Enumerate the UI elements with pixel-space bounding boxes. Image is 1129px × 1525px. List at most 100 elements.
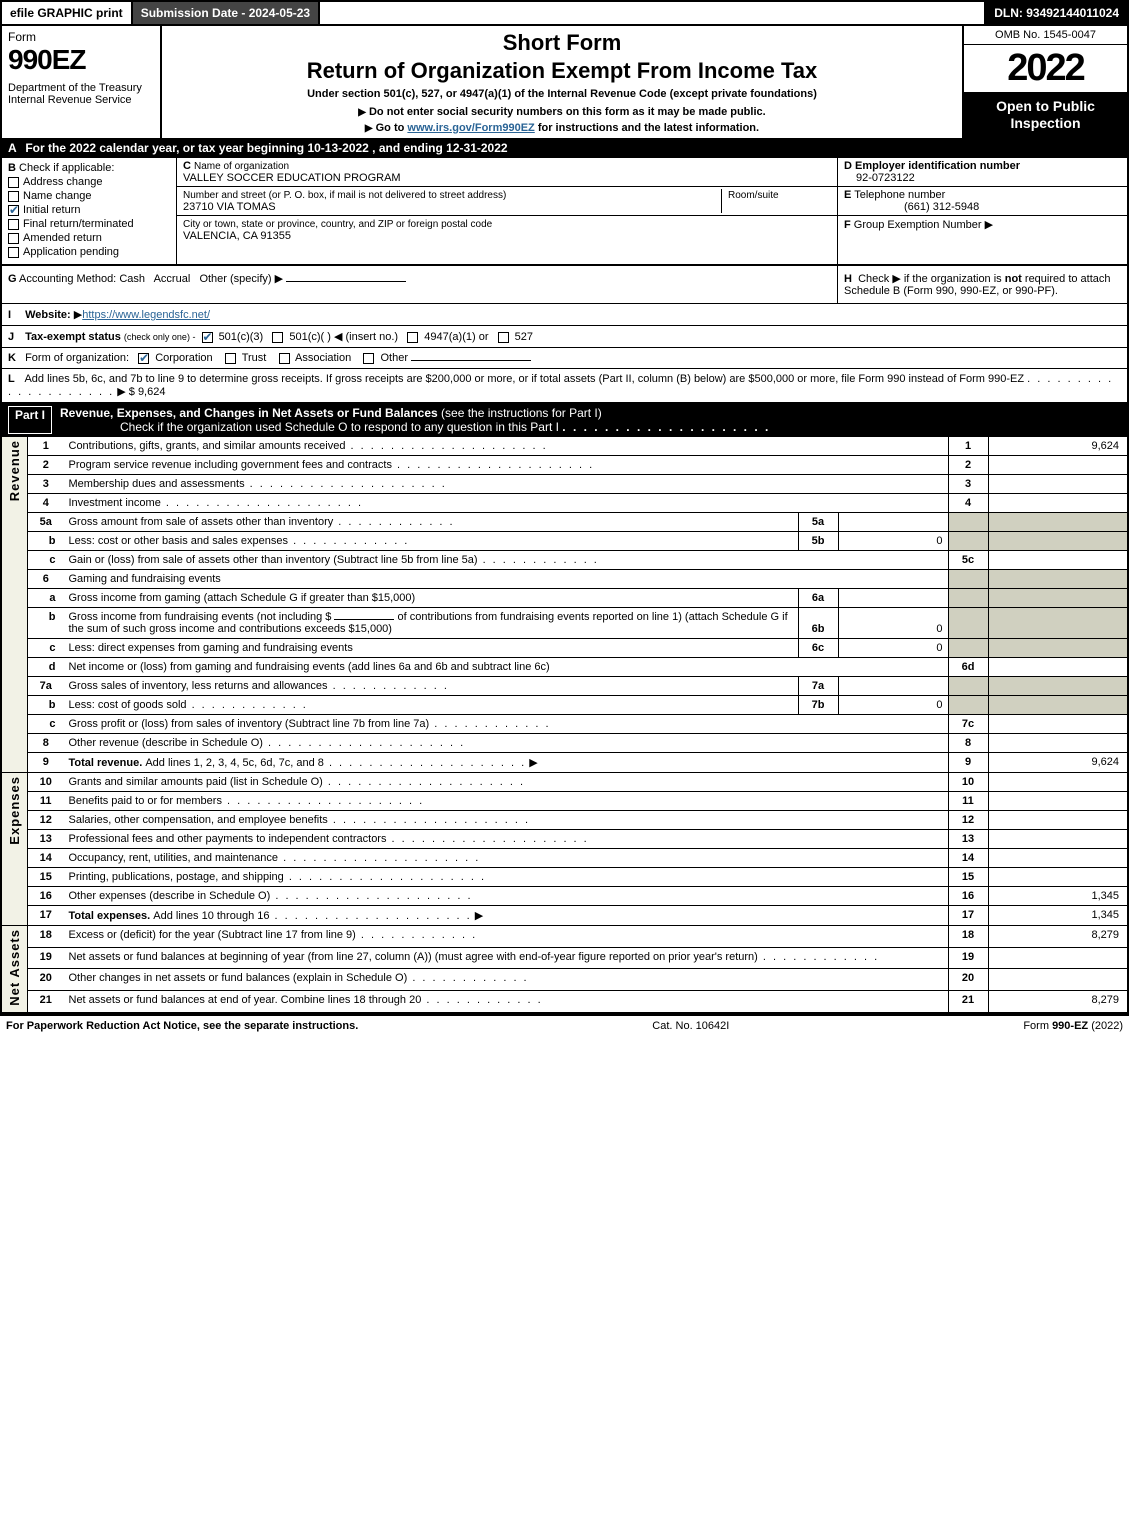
row-gh: G Accounting Method: Cash Accrual Other … <box>0 266 1129 304</box>
other-label: Other (specify) <box>199 273 271 285</box>
other-org-input[interactable] <box>411 360 531 361</box>
ein-value: 92-0723122 <box>844 172 915 184</box>
label-e: E <box>844 189 851 201</box>
part-i-table: Revenue 1Contributions, gifts, grants, a… <box>0 437 1129 1014</box>
open-to-public: Open to Public Inspection <box>964 92 1127 138</box>
submission-date: Submission Date - 2024-05-23 <box>133 2 320 24</box>
cb-527[interactable] <box>498 332 509 343</box>
cb-501c3[interactable] <box>202 332 213 343</box>
website-link[interactable]: https://www.legendsfc.net/ <box>82 309 210 321</box>
line-12: 12Salaries, other compensation, and empl… <box>1 811 1128 830</box>
org-name: VALLEY SOCCER EDUCATION PROGRAM <box>183 172 401 184</box>
label-a: A <box>8 141 22 155</box>
omb-number: OMB No. 1545-0047 <box>964 26 1127 45</box>
cb-address-change-label: Address change <box>23 176 103 188</box>
label-h: H <box>844 273 852 285</box>
org-name-block: C Name of organization VALLEY SOCCER EDU… <box>177 158 837 187</box>
opt-527: 527 <box>515 331 533 343</box>
insert-no: ◀ (insert no.) <box>334 331 398 343</box>
label-i: I <box>8 309 22 321</box>
row-a: A For the 2022 calendar year, or tax yea… <box>0 138 1129 158</box>
ein-label: Employer identification number <box>855 160 1020 172</box>
opt-other-org: Other <box>380 352 408 364</box>
street-block: Number and street (or P. O. box, if mail… <box>177 187 837 216</box>
top-bar: efile GRAPHIC print Submission Date - 20… <box>0 0 1129 26</box>
page-footer: For Paperwork Reduction Act Notice, see … <box>0 1014 1129 1036</box>
cb-name-change-label: Name change <box>23 190 92 202</box>
row-k: K Form of organization: Corporation Trus… <box>0 348 1129 369</box>
group-exemption-label: Group Exemption Number <box>854 219 982 231</box>
line-13: 13Professional fees and other payments t… <box>1 830 1128 849</box>
line-5c: cGain or (loss) from sale of assets othe… <box>1 551 1128 570</box>
accounting-label: Accounting Method: <box>19 273 116 285</box>
label-d: D <box>844 160 852 172</box>
line-5b: bLess: cost or other basis and sales exp… <box>1 532 1128 551</box>
opt-association: Association <box>295 352 351 364</box>
line-1: Revenue 1Contributions, gifts, grants, a… <box>1 437 1128 456</box>
row-l-text: Add lines 5b, 6c, and 7b to line 9 to de… <box>24 373 1024 385</box>
cb-501c[interactable] <box>272 332 283 343</box>
cb-address-change[interactable]: Address change <box>8 176 170 188</box>
part-i-title: Revenue, Expenses, and Changes in Net As… <box>60 406 438 420</box>
cb-trust[interactable] <box>225 353 236 364</box>
row-a-text: For the 2022 calendar year, or tax year … <box>25 141 507 155</box>
header-center: Short Form Return of Organization Exempt… <box>162 26 962 138</box>
city-block: City or town, state or province, country… <box>177 216 837 244</box>
cb-corporation[interactable] <box>138 353 149 364</box>
row-l: L Add lines 5b, 6c, and 7b to line 9 to … <box>0 369 1129 403</box>
line-17: 17Total expenses. Add lines 10 through 1… <box>1 906 1128 926</box>
part-i-tag: Part I <box>8 406 52 434</box>
line-4: 4Investment income4 <box>1 494 1128 513</box>
cb-other-org[interactable] <box>363 353 374 364</box>
section-bcdef: B Check if applicable: Address change Na… <box>0 158 1129 266</box>
row-j: J Tax-exempt status (check only one) - 5… <box>0 326 1129 348</box>
short-form-title: Short Form <box>168 30 956 56</box>
line-11: 11Benefits paid to or for members11 <box>1 792 1128 811</box>
column-def: D Employer identification number 92-0723… <box>837 158 1127 264</box>
dept-label: Department of the Treasury Internal Reve… <box>8 82 154 106</box>
row-g: G Accounting Method: Cash Accrual Other … <box>2 266 837 303</box>
form-word: Form <box>8 30 154 44</box>
under-section: Under section 501(c), 527, or 4947(a)(1)… <box>168 88 956 100</box>
h-not: not <box>1005 273 1022 285</box>
line-6: 6Gaming and fundraising events <box>1 570 1128 589</box>
header-left: Form 990EZ Department of the Treasury In… <box>2 26 162 138</box>
row-h: H Check ▶ if the organization is not req… <box>837 266 1127 303</box>
form-number: 990EZ <box>8 44 154 76</box>
line-7c: cGross profit or (loss) from sales of in… <box>1 715 1128 734</box>
efile-print-button[interactable]: efile GRAPHIC print <box>2 2 133 24</box>
cb-final-return[interactable]: Final return/terminated <box>8 218 170 230</box>
part-i-check: Check if the organization used Schedule … <box>60 420 559 434</box>
label-c: C <box>183 160 191 172</box>
website-label: Website: <box>25 309 71 321</box>
h-text2: if the organization is <box>904 273 1005 285</box>
label-g: G <box>8 273 17 285</box>
group-exemption-arrow: ▶ <box>985 219 993 231</box>
goto-prefix: Go to <box>365 122 407 134</box>
footer-catno: Cat. No. 10642I <box>652 1020 729 1032</box>
cb-application-pending[interactable]: Application pending <box>8 246 170 258</box>
form-header: Form 990EZ Department of the Treasury In… <box>0 26 1129 138</box>
irs-link[interactable]: www.irs.gov/Form990EZ <box>407 122 534 134</box>
netassets-vlabel: Net Assets <box>1 926 28 1013</box>
cb-final-return-label: Final return/terminated <box>23 218 134 230</box>
cb-amended-return-label: Amended return <box>23 232 102 244</box>
cb-name-change[interactable]: Name change <box>8 190 170 202</box>
part-i-dots <box>562 420 770 434</box>
column-b: B Check if applicable: Address change Na… <box>2 158 177 264</box>
tax-exempt-hint: (check only one) - <box>124 332 196 342</box>
cb-association[interactable] <box>279 353 290 364</box>
cb-initial-return[interactable]: Initial return <box>8 204 170 216</box>
line-7a: 7aGross sales of inventory, less returns… <box>1 677 1128 696</box>
column-c: C Name of organization VALLEY SOCCER EDU… <box>177 158 837 264</box>
header-right: OMB No. 1545-0047 2022 Open to Public In… <box>962 26 1127 138</box>
cb-4947[interactable] <box>407 332 418 343</box>
other-specify-input[interactable] <box>286 281 406 282</box>
cash-label: Cash <box>119 273 145 285</box>
check-if-applicable: Check if applicable: <box>19 162 114 174</box>
label-j: J <box>8 331 22 343</box>
cb-amended-return[interactable]: Amended return <box>8 232 170 244</box>
line-6a: aGross income from gaming (attach Schedu… <box>1 589 1128 608</box>
opt-4947: 4947(a)(1) or <box>424 331 488 343</box>
topbar-spacer <box>320 2 986 24</box>
